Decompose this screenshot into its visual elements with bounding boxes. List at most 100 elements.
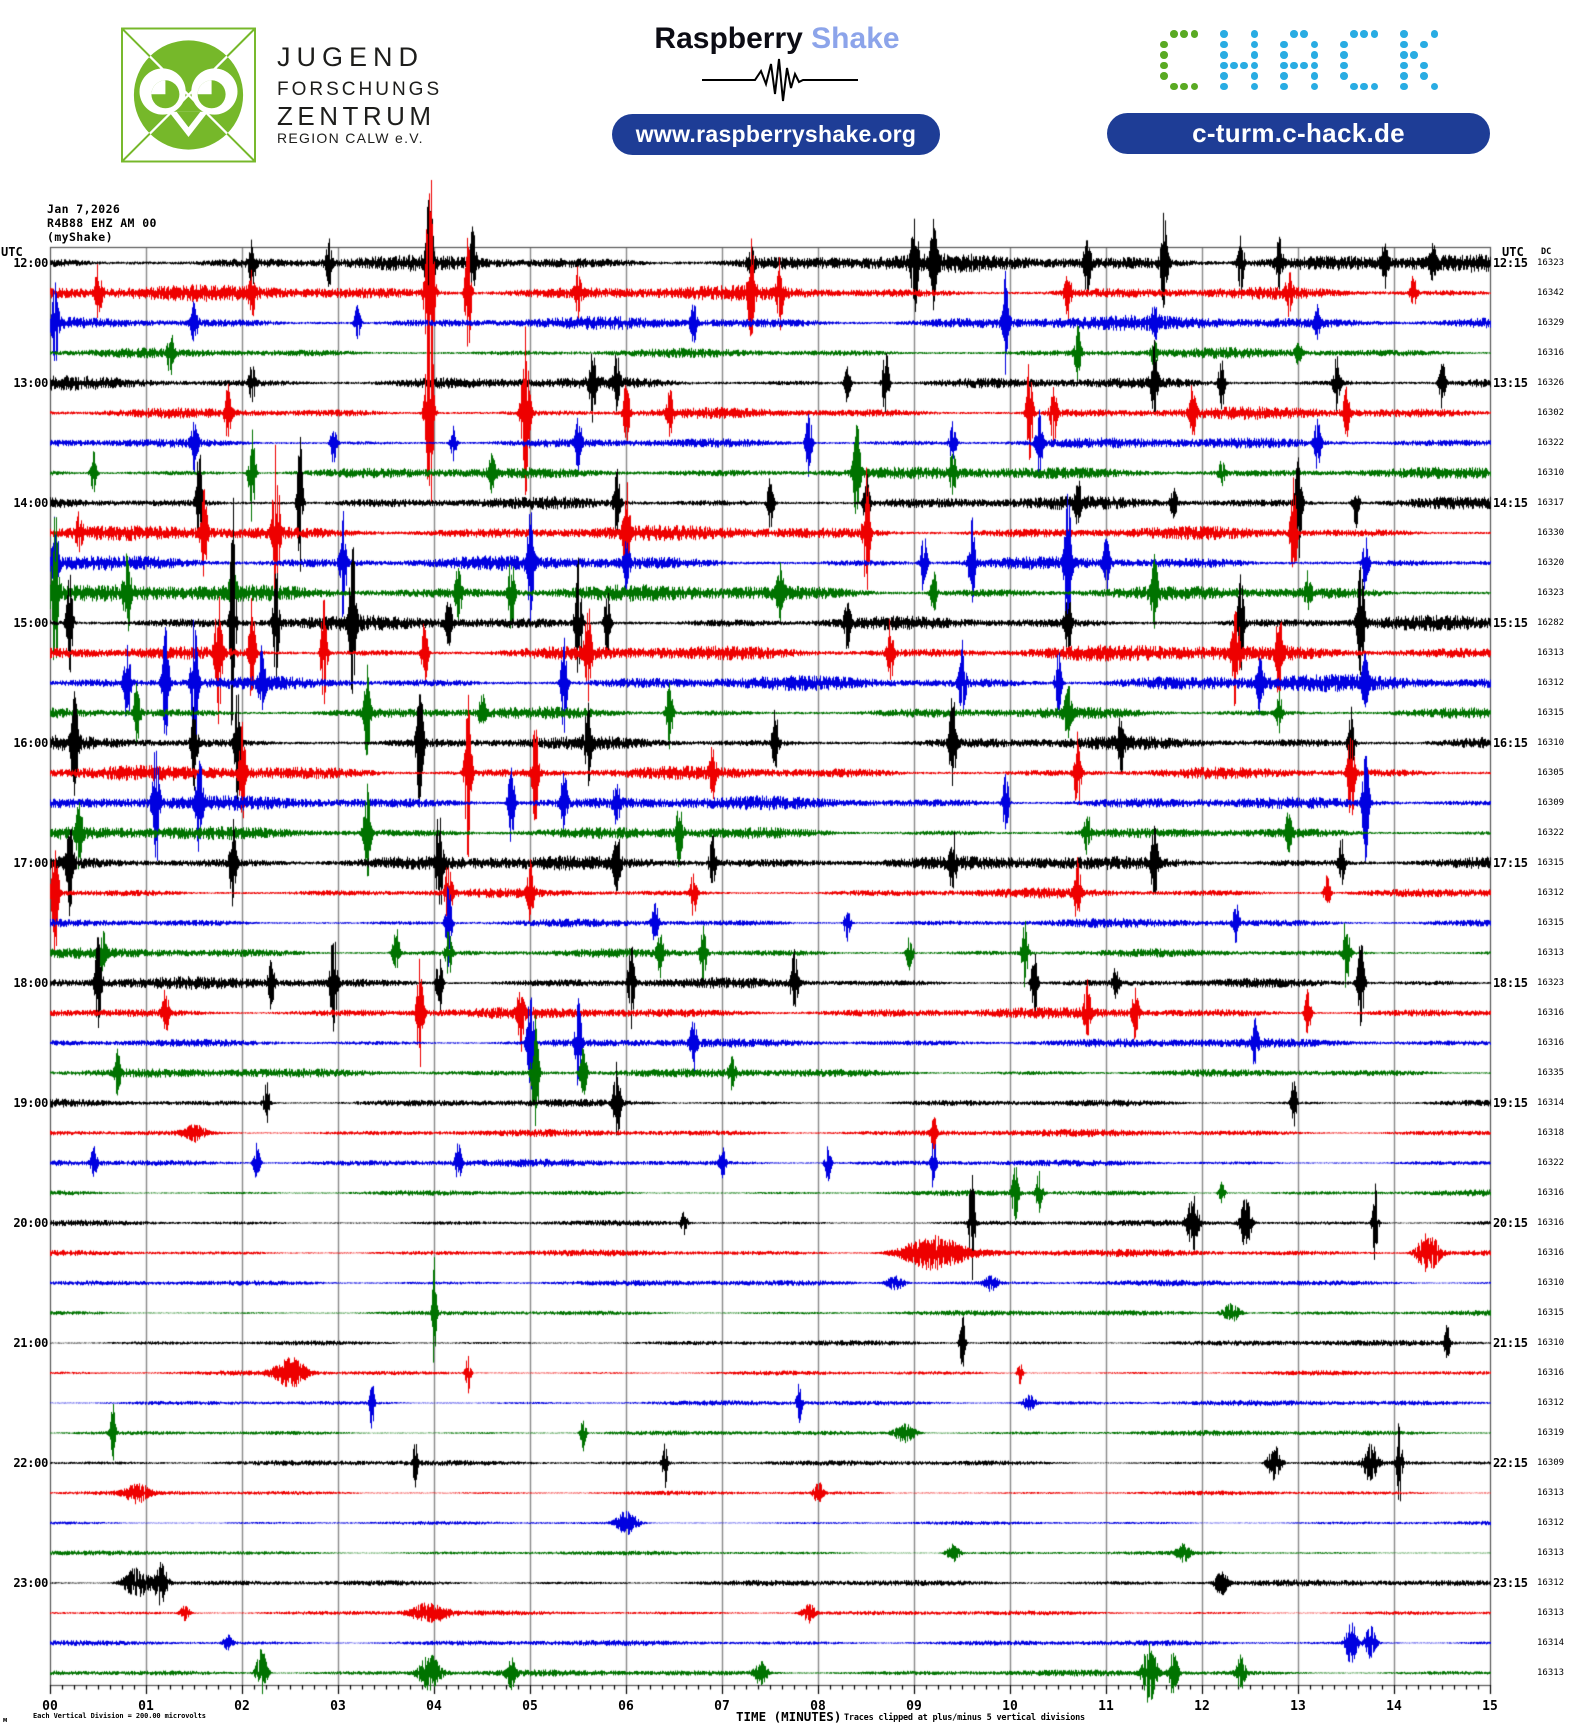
dc-value: 16319 xyxy=(1537,1428,1565,1438)
dc-value: 16330 xyxy=(1537,528,1565,538)
hour-label-left: 13:00 xyxy=(13,376,48,390)
x-axis-label: 14 xyxy=(1386,1699,1402,1714)
x-axis-title: TIME (MINUTES) xyxy=(736,1709,842,1724)
dc-value: 16323 xyxy=(1537,588,1565,598)
dc-value: 16314 xyxy=(1537,1098,1565,1108)
chack-dot xyxy=(1310,40,1319,49)
chack-dot xyxy=(1280,40,1288,49)
chack-dot xyxy=(1280,72,1288,80)
chack-dot xyxy=(1160,51,1168,59)
dc-value: 16316 xyxy=(1537,1218,1565,1228)
x-axis-label: 01 xyxy=(138,1699,154,1714)
chack-dot xyxy=(1350,82,1358,91)
chack-dot xyxy=(1240,61,1248,70)
utc-label-left: UTC xyxy=(1,245,23,259)
hour-label-left: 23:00 xyxy=(13,1576,48,1590)
raspberry-shake-wordmark: Raspberry Shake xyxy=(612,22,942,56)
chack-dot xyxy=(1310,82,1319,91)
chack-dot xyxy=(1220,30,1228,38)
hour-label-left: 21:00 xyxy=(13,1336,48,1350)
chack-dot xyxy=(1340,40,1348,49)
hour-label-right: 17:15 xyxy=(1493,856,1528,870)
chack-dot xyxy=(1160,40,1168,49)
x-axis-label: 04 xyxy=(426,1699,442,1714)
chack-dot xyxy=(1420,40,1428,49)
chack-dot xyxy=(1170,30,1178,38)
chack-dot xyxy=(1220,51,1228,59)
clip-note: Traces clipped at plus/minus 5 vertical … xyxy=(844,1713,1085,1723)
jfz-line-3: ZENTRUM xyxy=(277,101,436,131)
dc-value: 16314 xyxy=(1537,1638,1565,1648)
hour-label-right: 22:15 xyxy=(1493,1456,1528,1470)
dc-value: 16318 xyxy=(1537,1128,1565,1138)
jfz-line-1: JUGEND xyxy=(277,42,425,72)
dc-value: 16313 xyxy=(1537,948,1565,958)
chack-logo xyxy=(1160,30,1460,94)
chack-dot xyxy=(1290,61,1298,70)
dc-value: 16335 xyxy=(1537,1068,1565,1078)
chack-dot xyxy=(1250,82,1259,91)
dc-value: 16316 xyxy=(1537,1038,1565,1048)
chack-url-button[interactable]: c-turm.c-hack.de xyxy=(1107,113,1490,154)
raspberry-word: Raspberry xyxy=(654,22,812,55)
chack-dot xyxy=(1250,40,1259,49)
jfz-line-4: REGION CALW e.V. xyxy=(277,130,424,146)
dc-value: 16329 xyxy=(1537,318,1565,328)
hour-label-right: 21:15 xyxy=(1493,1336,1528,1350)
chack-dot xyxy=(1250,61,1259,70)
chack-dot xyxy=(1290,30,1298,38)
dc-value: 16312 xyxy=(1537,678,1565,688)
chack-dot xyxy=(1400,82,1408,91)
dc-value: 16317 xyxy=(1537,498,1565,508)
dc-column-header: DC xyxy=(1541,247,1552,257)
chack-dot xyxy=(1400,61,1408,70)
chack-dot xyxy=(1250,51,1259,59)
hour-label-right: 19:15 xyxy=(1493,1096,1528,1110)
hour-label-right: 14:15 xyxy=(1493,496,1528,510)
chack-dot xyxy=(1280,82,1288,91)
dc-value: 16315 xyxy=(1537,708,1565,718)
chack-dot xyxy=(1340,72,1348,80)
dc-value: 16309 xyxy=(1537,1458,1565,1468)
x-axis-label: 11 xyxy=(1098,1699,1114,1714)
dc-value: 16312 xyxy=(1537,1398,1565,1408)
hour-label-left: 18:00 xyxy=(13,976,48,990)
vertical-division-note: Each Vertical Division = 200.00 microvol… xyxy=(33,1712,206,1720)
chack-dot xyxy=(1430,30,1439,38)
hour-label-left: 19:00 xyxy=(13,1096,48,1110)
dc-value: 16313 xyxy=(1537,1668,1565,1678)
raspberryshake-url-button[interactable]: www.raspberryshake.org xyxy=(612,114,940,155)
dc-value: 16310 xyxy=(1537,738,1565,748)
hour-label-left: 22:00 xyxy=(13,1456,48,1470)
chack-dot xyxy=(1350,30,1358,38)
dc-value: 16316 xyxy=(1537,1188,1565,1198)
dc-value: 16322 xyxy=(1537,1158,1565,1168)
chack-dot xyxy=(1190,82,1199,91)
dc-value: 16313 xyxy=(1537,1488,1565,1498)
x-axis-label: 03 xyxy=(330,1699,346,1714)
chack-dot xyxy=(1190,30,1199,38)
x-axis-label: 05 xyxy=(522,1699,538,1714)
dc-value: 16316 xyxy=(1537,348,1565,358)
hour-label-left: 16:00 xyxy=(13,736,48,750)
chack-dot xyxy=(1300,30,1308,38)
chack-dot xyxy=(1220,40,1228,49)
hour-label-right: 20:15 xyxy=(1493,1216,1528,1230)
utc-label-right: UTC xyxy=(1502,245,1524,259)
dc-value: 16316 xyxy=(1537,1008,1565,1018)
dc-value: 16312 xyxy=(1537,888,1565,898)
chack-dot xyxy=(1400,72,1408,80)
dc-value: 16310 xyxy=(1537,1278,1565,1288)
chack-dot xyxy=(1220,61,1228,70)
chack-dot xyxy=(1370,30,1379,38)
x-axis-label: 09 xyxy=(906,1699,922,1714)
chack-dot xyxy=(1250,72,1259,80)
x-axis-label: 02 xyxy=(234,1699,250,1714)
chack-dot xyxy=(1400,40,1408,49)
raspberryshake-url: www.raspberryshake.org xyxy=(635,121,917,147)
chack-dot xyxy=(1280,51,1288,59)
hour-label-right: 15:15 xyxy=(1493,616,1528,630)
chack-dot xyxy=(1420,72,1428,80)
hour-label-right: 16:15 xyxy=(1493,736,1528,750)
x-axis-label: 07 xyxy=(714,1699,730,1714)
